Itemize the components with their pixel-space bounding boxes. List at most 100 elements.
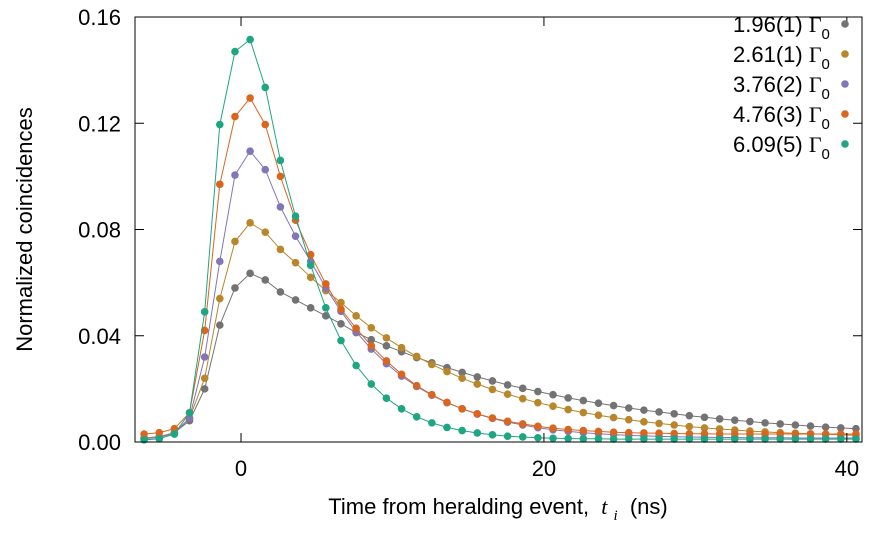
data-point: [473, 380, 482, 388]
data-point: [852, 424, 860, 433]
data-point: [730, 416, 739, 425]
y-axis-label: Normalized coincidences: [12, 107, 37, 352]
data-point: [428, 390, 436, 399]
data-point: [306, 250, 315, 259]
data-point: [443, 367, 451, 376]
data-point: [579, 426, 588, 435]
data-point: [700, 424, 709, 432]
data-point: [170, 430, 179, 438]
data-point: [503, 381, 512, 389]
data-point: [216, 321, 224, 329]
data-point: [579, 396, 588, 405]
data-point: [261, 120, 270, 129]
data-point: [488, 431, 497, 439]
data-point: [397, 370, 406, 379]
legend-entry-label: 1.96(1) Γ0: [733, 12, 830, 43]
data-point: [685, 435, 694, 443]
data-point: [730, 435, 739, 443]
x-tick-label: 40: [835, 456, 859, 481]
data-point: [337, 319, 345, 328]
data-point: [200, 308, 209, 316]
y-tick-label: 0.00: [78, 430, 121, 455]
data-point: [276, 288, 285, 296]
data-point: [276, 203, 285, 211]
data-point: [291, 296, 300, 304]
legend-marker: [841, 110, 849, 118]
data-point: [443, 423, 451, 432]
x-tick-label: 0: [235, 456, 247, 481]
data-point: [685, 411, 694, 420]
data-point: [458, 368, 466, 377]
data-point: [700, 435, 709, 443]
data-point: [412, 381, 421, 390]
data-point: [503, 432, 512, 440]
data-point: [821, 423, 830, 431]
data-point: [200, 353, 209, 361]
data-point: [821, 435, 830, 443]
data-point: [549, 424, 557, 432]
data-point: [564, 425, 572, 434]
data-point: [624, 415, 633, 424]
data-point: [367, 323, 376, 332]
data-point: [624, 435, 633, 443]
data-point: [761, 419, 769, 427]
data-point: [367, 335, 376, 344]
data-point: [534, 398, 542, 407]
series-2: [140, 219, 860, 442]
legend-marker: [841, 50, 849, 58]
data-point: [564, 405, 572, 414]
data-point: [322, 280, 330, 288]
data-point: [382, 334, 391, 342]
data-point: [337, 336, 345, 345]
data-point: [367, 380, 376, 388]
data-point: [261, 228, 270, 236]
data-point: [276, 156, 285, 165]
data-point: [746, 435, 754, 443]
data-point: [564, 394, 572, 402]
data-point: [216, 120, 224, 129]
data-point: [246, 35, 254, 44]
legend-entry-label: 2.61(1) Γ0: [733, 42, 830, 73]
legend-marker: [841, 20, 849, 28]
data-point: [412, 352, 421, 361]
data-point: [306, 261, 315, 270]
data-point: [337, 298, 345, 307]
data-point: [806, 422, 815, 430]
legend-entry-label: 6.09(5) Γ0: [733, 132, 830, 163]
y-tick-label: 0.04: [78, 324, 121, 349]
data-point: [791, 435, 800, 443]
data-point: [609, 401, 618, 410]
data-point: [715, 435, 724, 443]
data-point: [246, 219, 254, 227]
data-point: [352, 361, 360, 370]
data-point: [518, 433, 527, 441]
data-point: [609, 413, 618, 422]
legend-entry-label: 4.76(3) Γ0: [733, 102, 830, 133]
data-point: [609, 428, 618, 436]
legend: 1.96(1) Γ02.61(1) Γ03.76(2) Γ04.76(3) Γ0…: [733, 12, 849, 163]
data-point: [216, 257, 224, 266]
data-point: [594, 411, 603, 419]
data-point: [443, 398, 451, 407]
data-point: [216, 180, 224, 189]
data-point: [306, 273, 315, 282]
data-point: [231, 112, 239, 121]
data-point: [382, 394, 391, 402]
data-point: [791, 421, 800, 429]
data-point: [306, 304, 315, 312]
data-point: [140, 430, 148, 438]
data-point: [352, 312, 360, 320]
data-point: [640, 429, 648, 437]
data-point: [231, 47, 239, 56]
data-point: [200, 326, 209, 335]
x-axis-label-variable: t: [601, 494, 608, 519]
data-point: [352, 324, 360, 333]
data-point: [216, 294, 224, 303]
data-point: [488, 377, 497, 385]
data-point: [594, 399, 603, 408]
data-point: [685, 429, 694, 438]
y-tick-label: 0.12: [78, 111, 121, 136]
data-point: [579, 435, 588, 443]
data-point: [322, 312, 330, 320]
